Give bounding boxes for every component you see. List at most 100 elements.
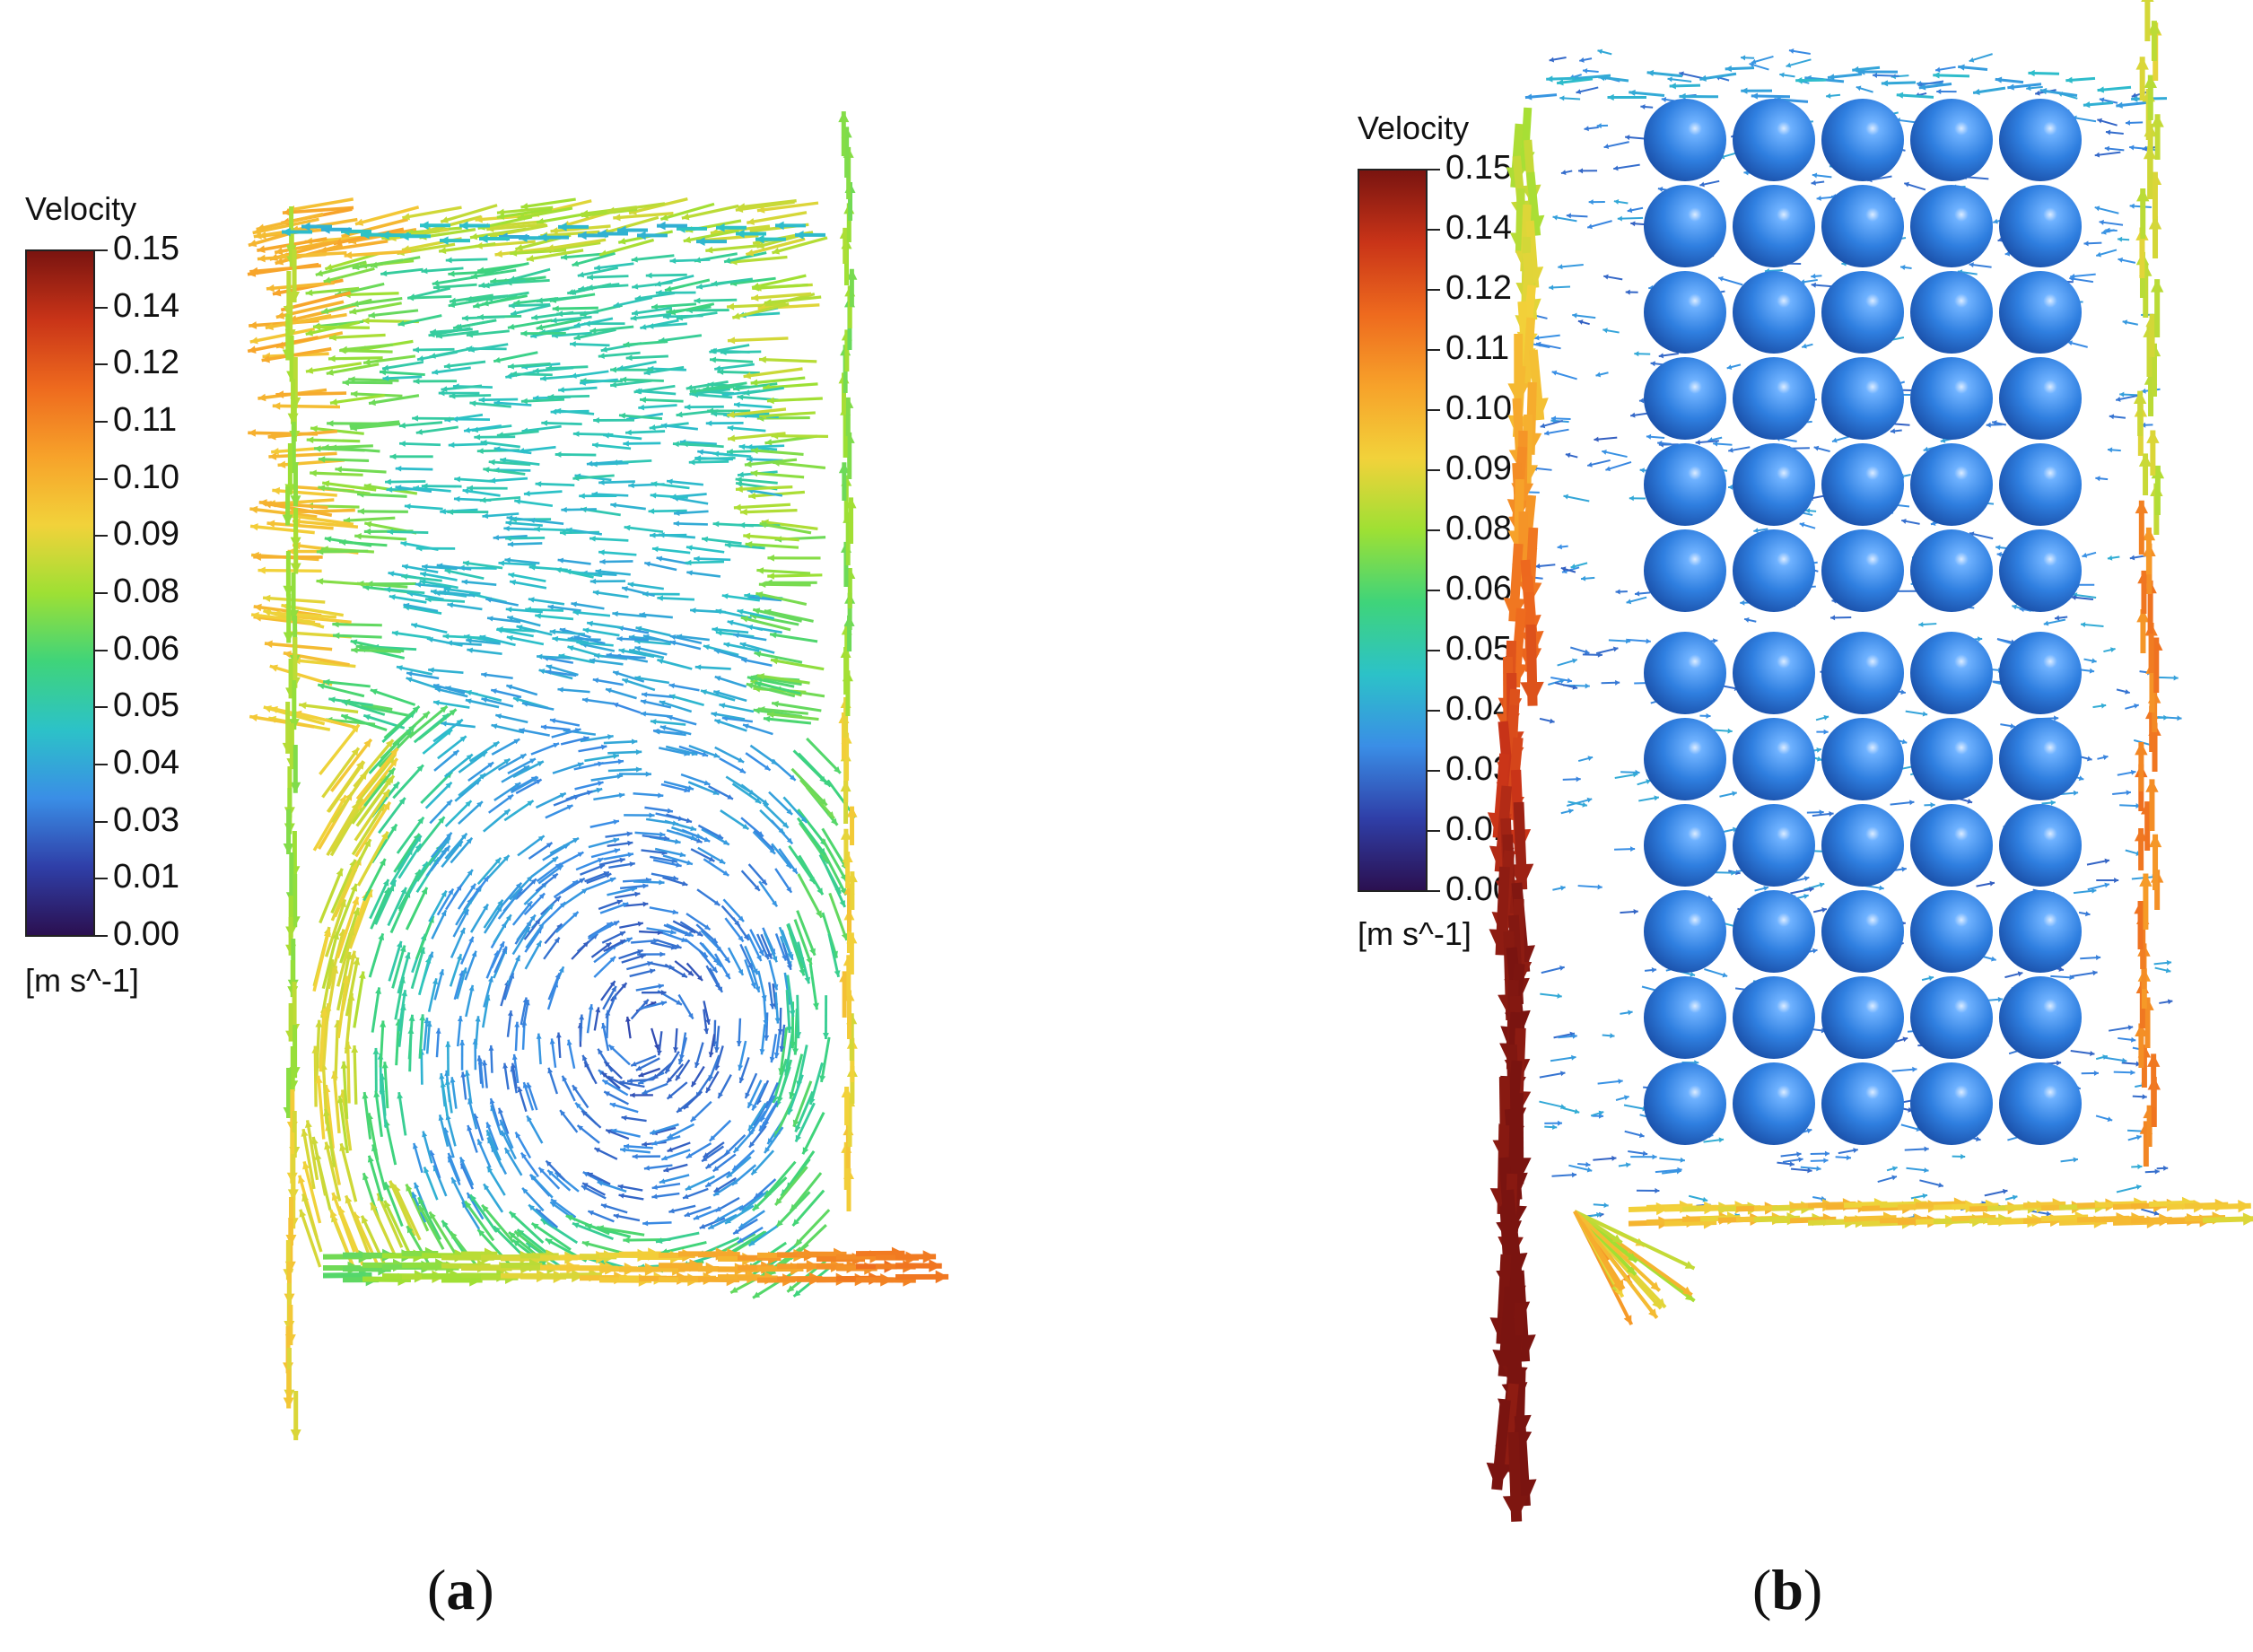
velocity-vector (417, 1204, 445, 1250)
velocity-vector-head (530, 878, 537, 885)
velocity-vector-head (581, 697, 589, 704)
velocity-vector-head (779, 1045, 785, 1052)
velocity-vector-head (739, 642, 747, 648)
velocity-vector-head (1922, 711, 1928, 717)
velocity-vector-head (319, 246, 327, 255)
velocity-vector-head (1642, 1150, 1648, 1157)
velocity-vector-head (372, 1047, 380, 1054)
velocity-vector-head (838, 462, 850, 474)
velocity-vector-head (737, 608, 744, 616)
velocity-vector-head (659, 879, 665, 886)
velocity-vector-head (782, 954, 787, 961)
velocity-vector-head (1725, 65, 1733, 73)
velocity-vector-head (493, 446, 501, 452)
velocity-vector-head (570, 341, 576, 347)
velocity-vector-head (1995, 545, 2001, 551)
velocity-vector (710, 224, 771, 235)
velocity-vector-head (756, 955, 762, 961)
velocity-vector-head (782, 821, 789, 828)
velocity-vector (261, 346, 332, 363)
velocity-vector-head (348, 376, 355, 383)
velocity-vector-head (834, 887, 841, 894)
velocity-vector (323, 267, 375, 284)
velocity-vector-head (1576, 89, 1582, 95)
velocity-vector-head (503, 809, 511, 816)
velocity-vector (598, 550, 637, 556)
velocity-vector-head (713, 1186, 720, 1193)
velocity-vector-head (516, 625, 523, 631)
velocity-vector (571, 602, 605, 610)
velocity-vector-head (1804, 508, 1811, 514)
velocity-vector (688, 460, 729, 464)
velocity-vector-head (552, 856, 558, 863)
velocity-vector-head (739, 767, 746, 774)
velocity-vector (623, 441, 661, 445)
velocity-vector-head (470, 273, 478, 280)
velocity-vector-head (261, 354, 270, 363)
colorbar-tick (1428, 469, 1440, 471)
velocity-vector (640, 319, 679, 330)
velocity-vector-head (1935, 66, 1941, 73)
velocity-vector-head (327, 420, 334, 427)
velocity-vector (747, 1225, 778, 1247)
velocity-vector-head (349, 308, 357, 315)
velocity-vector-head (388, 767, 395, 775)
velocity-vector-head (1587, 461, 1593, 468)
velocity-vector-head (688, 459, 695, 466)
velocity-vector-head (552, 873, 558, 879)
velocity-vector (385, 480, 426, 484)
velocity-vector-head (411, 622, 418, 629)
velocity-vector-head (2137, 1164, 2143, 1170)
velocity-vector-head (830, 817, 838, 826)
velocity-vector-head (711, 410, 718, 417)
velocity-vector (380, 723, 416, 760)
velocity-vector-head (667, 478, 673, 485)
velocity-vector (248, 224, 316, 248)
velocity-vector-head (358, 971, 366, 979)
velocity-vector-head (253, 232, 262, 240)
velocity-vector (382, 375, 423, 380)
velocity-vector-head (2127, 1025, 2134, 1031)
velocity-vector (801, 1112, 825, 1155)
velocity-vector (541, 421, 582, 425)
velocity-vector-head (696, 284, 703, 290)
velocity-vector-head (388, 884, 395, 892)
velocity-vector-head (613, 921, 620, 926)
velocity-vector-head (681, 880, 688, 887)
velocity-vector-head (323, 929, 331, 938)
velocity-vector-head (1628, 1010, 1633, 1016)
velocity-vector (772, 236, 828, 255)
velocity-vector-head (1658, 353, 1664, 359)
velocity-vector-head (676, 634, 683, 640)
velocity-vector (612, 612, 647, 618)
velocity-vector-head (326, 369, 334, 376)
velocity-vector-head (1812, 948, 1818, 954)
velocity-vector-head (685, 1184, 692, 1191)
velocity-vector-head (253, 553, 261, 562)
velocity-vector (318, 485, 371, 495)
velocity-vector-head (1933, 72, 1940, 79)
velocity-vector (534, 528, 573, 532)
velocity-vector (733, 503, 791, 510)
velocity-vector-head (772, 956, 778, 963)
colorbar-tick (95, 649, 108, 651)
velocity-vector-head (375, 987, 382, 994)
velocity-vector (326, 801, 360, 856)
velocity-vector-head (518, 448, 525, 454)
velocity-vector (338, 1095, 349, 1154)
velocity-vector-head (487, 976, 493, 983)
velocity-vector-head (558, 966, 564, 974)
velocity-vector-head (642, 1220, 649, 1227)
velocity-vector (793, 1209, 831, 1247)
velocity-vector (796, 817, 827, 856)
velocity-vector-head (537, 217, 545, 225)
velocity-vector-head (436, 563, 443, 569)
velocity-vector-head (2065, 76, 2073, 83)
velocity-vector-head (453, 495, 460, 503)
velocity-vector (507, 362, 551, 369)
velocity-vector (763, 382, 818, 389)
velocity-vector-head (733, 1228, 739, 1235)
velocity-vector-head (1594, 436, 1599, 442)
velocity-vector-head (266, 520, 275, 528)
velocity-vector (427, 978, 438, 1012)
